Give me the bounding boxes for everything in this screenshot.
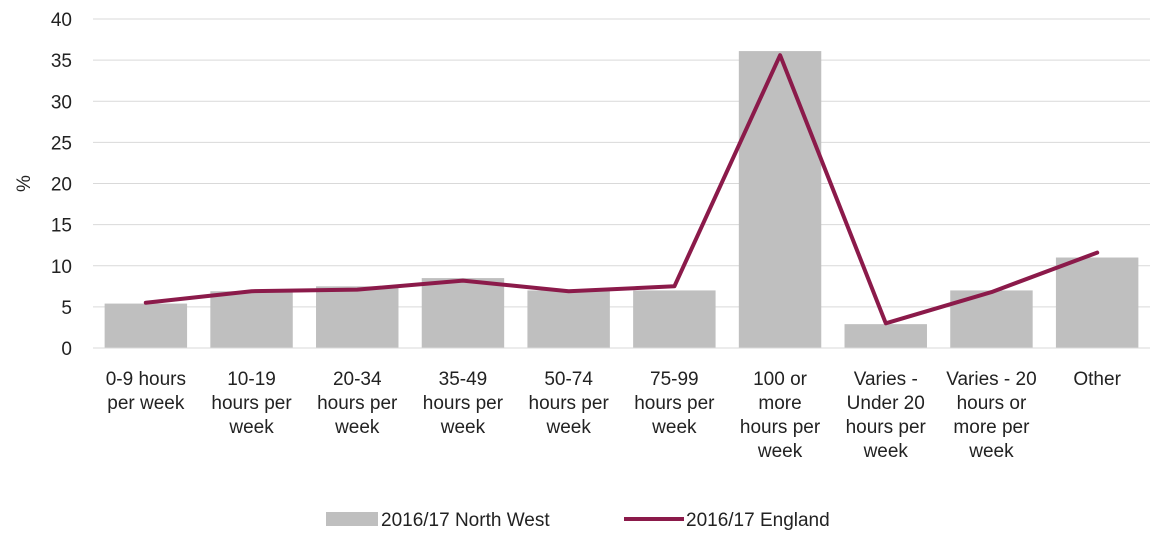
bar	[527, 290, 610, 348]
x-category-label: Varies -Under 20 hours per week	[846, 369, 927, 462]
gridlines	[93, 18, 1150, 308]
y-tick-label: 40	[51, 10, 72, 31]
legend-label-north-west: 2016/17 North West	[381, 510, 550, 531]
y-tick-label: 5	[61, 298, 72, 319]
bar	[316, 286, 399, 348]
x-axis-categories: 0-9 hours per week 10-19 hours per week 20-34…	[106, 369, 1122, 462]
bar-series	[104, 51, 1139, 348]
legend: 2016/17 North West 2016/17 England	[326, 510, 830, 531]
y-tick-label: 0	[61, 339, 72, 360]
bar	[633, 290, 716, 348]
x-category-label: 75-99 hours per week	[634, 369, 715, 438]
y-axis-title: %	[14, 175, 35, 192]
line-series	[143, 53, 1100, 326]
x-category-label: 20-34 hours per week	[317, 369, 398, 438]
x-category-label: 10-19 hours per week	[211, 369, 292, 438]
x-category-label: 35-49 hours per week	[423, 369, 504, 438]
bar	[738, 51, 822, 348]
bar	[1055, 257, 1139, 348]
x-category-label: 50-74 hours per week	[529, 369, 610, 438]
y-tick-label: 35	[51, 51, 72, 72]
bar	[844, 324, 927, 348]
legend-label-england: 2016/17 England	[686, 510, 830, 531]
bar	[104, 303, 188, 348]
x-category-label: Varies - 20 hours or more per week	[946, 369, 1036, 462]
y-axis-ticks: 0 5 10 15 20 25 30 35 40	[51, 10, 72, 360]
y-tick-label: 25	[51, 133, 72, 154]
england-line	[143, 53, 1100, 326]
x-category-label: 100 or more hours per week	[740, 369, 821, 462]
x-category-label: Other	[1073, 369, 1121, 390]
y-tick-label: 20	[51, 175, 72, 196]
bar	[210, 291, 293, 348]
bar	[421, 278, 505, 348]
x-category-label: 0-9 hours per week	[106, 369, 186, 414]
y-tick-label: 10	[51, 257, 72, 278]
y-tick-label: 30	[51, 92, 72, 113]
y-tick-label: 15	[51, 216, 72, 237]
legend-swatch-north-west	[326, 512, 378, 526]
